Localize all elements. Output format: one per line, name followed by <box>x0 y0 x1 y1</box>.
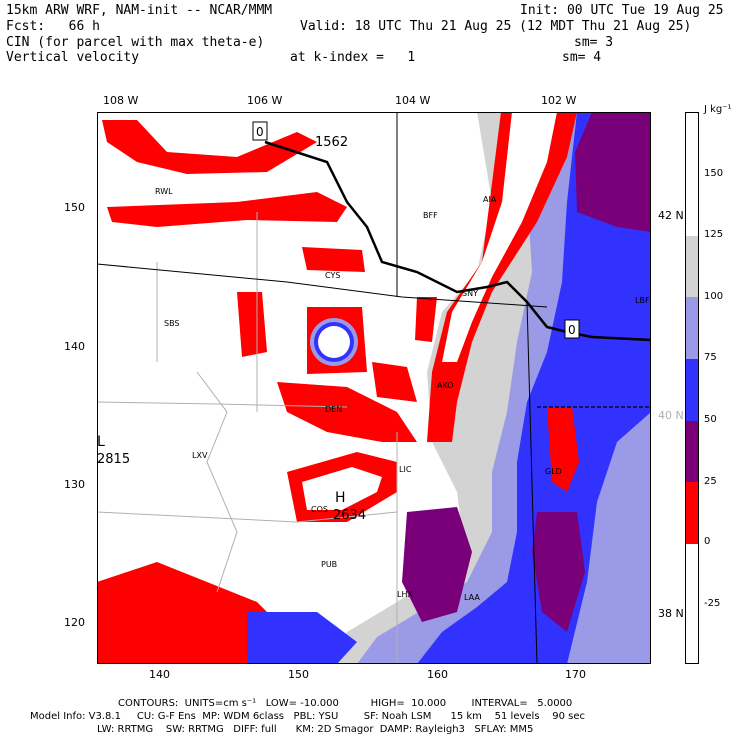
grid-x-label: 170 <box>565 668 586 681</box>
cin-fill-blue <box>417 112 651 664</box>
high-value: 2634 <box>333 508 366 523</box>
colorbar-level: 25 <box>704 476 717 487</box>
colorbar-band <box>686 236 698 297</box>
station-label: BFF <box>423 211 438 220</box>
colorbar-units: J kg⁻¹ <box>704 104 732 115</box>
lat-label: 42 N <box>658 209 684 222</box>
station-label: LAA <box>464 593 480 602</box>
k-index: at k-index = 1 <box>290 50 416 65</box>
zero-marker: 0 <box>568 323 576 337</box>
cin-fill-red-ne <box>427 112 577 442</box>
grid-y-label: 120 <box>64 616 85 629</box>
grid-x-label: 150 <box>288 668 309 681</box>
station-label: DEN <box>325 405 342 414</box>
lat-label: 38 N <box>658 607 684 620</box>
cin-map: RWL BFF AIA CYS SNY SBS LBF AKO DEN LXV … <box>97 112 651 664</box>
cin-fill-purple-se <box>532 512 585 632</box>
field-title-cin: CIN (for parcel with max theta-e) <box>6 35 265 50</box>
cin-fill-red-se <box>547 407 579 492</box>
grid-y-label: 130 <box>64 478 85 491</box>
init-time: Init: 00 UTC Tue 19 Aug 25 <box>520 3 724 18</box>
low-value: 2815 <box>97 452 130 467</box>
station-label: COS <box>311 505 328 514</box>
smoothing-vv: sm= 4 <box>562 50 602 65</box>
model-info: Model Info: V3.8.1 CU: G-F Ens MP: WDM 6… <box>30 711 586 722</box>
map-frame <box>97 112 651 664</box>
cin-fill-white-ne <box>442 112 557 362</box>
colorbar-band <box>686 359 698 421</box>
model-title: 15km ARW WRF, NAM-init -- NCAR/MMM <box>6 3 273 18</box>
cin-fill-purple-ne <box>575 112 651 232</box>
zero-marker: 0 <box>256 125 264 139</box>
forecast-hour: Fcst: 66 h <box>6 19 100 34</box>
colorbar-level: 0 <box>704 536 711 547</box>
colorbar-band <box>686 297 698 359</box>
station-label: LXV <box>192 451 208 460</box>
state-border-wy-ne <box>97 263 548 308</box>
cin-fill-red-band <box>107 192 347 227</box>
lon-label: 102 W <box>541 94 577 107</box>
valid-time: Valid: 18 UTC Thu 21 Aug 25 (12 MDT Thu … <box>300 19 692 34</box>
colorbar-band <box>686 421 698 482</box>
cin-fill-blue-sw <box>247 612 357 664</box>
low-pressure-label: L <box>97 434 105 450</box>
lon-label: 104 W <box>395 94 431 107</box>
station-label: SNY <box>462 289 478 298</box>
grid-y-label: 140 <box>64 340 85 353</box>
state-border-co-ks <box>526 301 538 664</box>
cin-fill-red-checker-4 <box>302 247 365 272</box>
high-pressure-label: H <box>335 490 346 506</box>
county-lines <box>97 212 398 664</box>
colorbar-level: 125 <box>704 229 724 240</box>
station-label: AIA <box>483 195 497 204</box>
station-label: LIC <box>399 465 412 474</box>
zero-contour-line <box>264 140 651 342</box>
cin-fill-red-checker-2 <box>415 297 437 342</box>
station-label: CYS <box>325 271 340 280</box>
model-physics: LW: RRTMG SW: RRTMG DIFF: full KM: 2D Sm… <box>97 724 534 735</box>
field-title-vv: Vertical velocity <box>6 50 140 65</box>
cin-fill-red-nw <box>102 120 317 174</box>
colorbar-level: 100 <box>704 291 724 302</box>
station-label: RWL <box>155 187 173 196</box>
cin-fill-red-central <box>277 382 417 442</box>
colorbar-band <box>686 544 698 663</box>
cin-fill-red-w <box>97 562 287 664</box>
station-label: LBF <box>635 296 650 305</box>
cin-ring-hole <box>318 326 350 358</box>
zero-marker-box <box>252 121 268 141</box>
cin-fill-purple-s <box>402 507 472 622</box>
contour-value-label: 1562 <box>315 135 348 150</box>
zero-marker-box <box>564 319 580 339</box>
colorbar-level: 75 <box>704 352 717 363</box>
colorbar-band <box>686 482 698 544</box>
colorbar-level: 150 <box>704 168 724 179</box>
station-label: GLD <box>545 467 562 476</box>
lon-label: 108 W <box>103 94 139 107</box>
smoothing-cin: sm= 3 <box>574 35 614 50</box>
station-label: SBS <box>164 319 180 328</box>
cin-fill-white-mid <box>302 467 382 510</box>
grid-y-label: 150 <box>64 201 85 214</box>
cin-fill-red-checker-1 <box>237 292 267 357</box>
station-label: AKO <box>437 381 454 390</box>
contour-info: CONTOURS: UNITS=cm s⁻¹ LOW= -10.000 HIGH… <box>118 698 573 709</box>
station-label: PUB <box>321 560 337 569</box>
cin-fill-red-checker-3 <box>372 362 417 402</box>
colorbar-level: 50 <box>704 414 717 425</box>
colorbar-level: -25 <box>704 598 721 609</box>
colorbar-band <box>686 113 698 236</box>
lat-label: 40 N <box>658 409 684 422</box>
grid-x-label: 160 <box>427 668 448 681</box>
colorbar <box>685 112 699 664</box>
station-label: LHX <box>397 590 413 599</box>
lon-label: 106 W <box>247 94 283 107</box>
grid-x-label: 140 <box>149 668 170 681</box>
